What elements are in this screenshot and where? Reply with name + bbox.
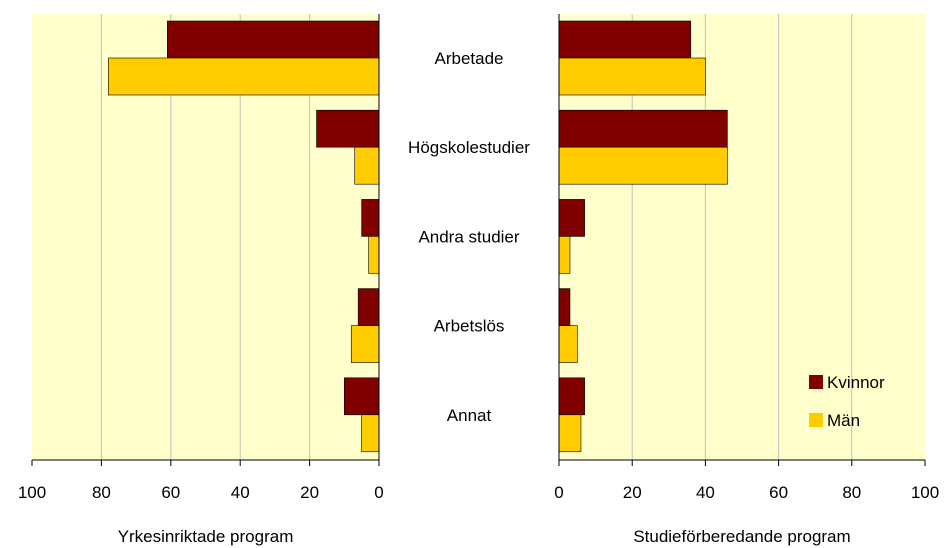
category-label: Andra studier [418, 227, 519, 246]
x-tick-label: 80 [842, 483, 861, 502]
bar-man [108, 57, 380, 96]
bar-kvinnor [357, 288, 380, 326]
x-tick-label: 100 [18, 483, 46, 502]
bar-kvinnor [167, 20, 380, 59]
bar-kvinnor [316, 109, 380, 148]
bar-kvinnor [558, 109, 728, 148]
bar-kvinnor [361, 199, 380, 237]
x-tick-label: 20 [623, 483, 642, 502]
x-tick-label: 80 [92, 483, 111, 502]
legend-swatch-kvinnor [809, 375, 823, 389]
category-label: Arbetade [435, 49, 504, 68]
bar-kvinnor [343, 377, 380, 416]
bar-kvinnor [558, 20, 692, 59]
right-panel: 0 20 40 60 80 100 Studieförberedande program [554, 14, 939, 546]
bar-man [350, 325, 380, 363]
bar-kvinnor [558, 288, 571, 326]
x-tick-label: 60 [769, 483, 788, 502]
bar-man [558, 325, 578, 363]
x-tick-label: 0 [554, 483, 563, 502]
legend-label-kvinnor: Kvinnor [827, 373, 885, 392]
x-axis-label: Yrkesinriktade program [118, 527, 294, 546]
left-panel: 100 80 60 40 20 0 Yrkesinriktade program [18, 14, 384, 546]
category-label: Högskolestudier [408, 138, 530, 157]
category-label: Annat [447, 406, 492, 425]
legend-swatch-man [809, 413, 823, 427]
category-label: Arbetslös [434, 317, 505, 336]
bar-kvinnor [558, 377, 585, 416]
x-tick-label: 60 [161, 483, 180, 502]
legend-label-man: Män [827, 411, 860, 430]
bar-man [558, 414, 582, 453]
x-axis-label: Studieförberedande program [633, 527, 850, 546]
bar-kvinnor [558, 199, 585, 237]
x-tick-label: 20 [300, 483, 319, 502]
bar-man [354, 146, 380, 185]
bar-man [558, 146, 728, 185]
x-tick-label: 40 [231, 483, 250, 502]
x-tick-label: 40 [696, 483, 715, 502]
bar-man [558, 57, 706, 96]
bar-man [558, 236, 571, 274]
category-labels: Arbetade Högskolestudier Andra studier Arbe… [408, 49, 530, 425]
bar-man [361, 414, 380, 453]
x-tick-label: 100 [911, 483, 939, 502]
bar-man [368, 236, 380, 274]
x-tick-label: 0 [374, 483, 383, 502]
legend: Kvinnor Män [809, 373, 885, 430]
